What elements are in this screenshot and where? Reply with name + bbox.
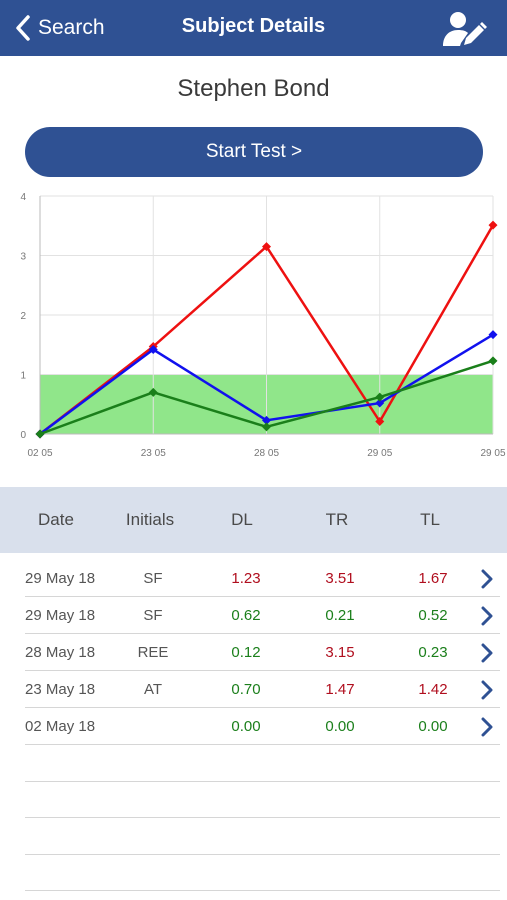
chevron-right-icon	[481, 569, 493, 589]
row-initials: AT	[143, 681, 163, 698]
x-tick-label: 02 05	[27, 448, 52, 459]
row-date: 29 May 18	[25, 570, 96, 587]
chevron-right-icon	[481, 606, 493, 626]
data-point	[488, 356, 498, 366]
row-dl: 0.00	[231, 718, 261, 735]
row-dl: 0.12	[231, 644, 261, 661]
row-dl: 1.23	[231, 570, 261, 587]
row-tl: 0.00	[418, 718, 448, 735]
chevron-right-icon	[481, 680, 493, 700]
header-dl: DL	[231, 510, 253, 529]
row-dl: 0.62	[231, 607, 261, 624]
table-row[interactable]: 02 May 18 0.00 0.00 0.00	[25, 708, 500, 745]
page-title: Subject Details	[181, 15, 326, 37]
empty-row-divider	[25, 854, 500, 855]
y-tick-label: 3	[20, 252, 26, 263]
row-initials: SF	[143, 607, 163, 624]
x-tick-label: 29 05	[480, 448, 505, 459]
data-point	[35, 429, 45, 439]
y-tick-label: 0	[20, 430, 26, 441]
row-tr: 1.47	[325, 681, 355, 698]
row-date: 02 May 18	[25, 718, 96, 735]
edit-subject-button[interactable]	[441, 10, 487, 48]
data-point	[488, 220, 498, 230]
row-initials	[113, 708, 193, 745]
row-date: 23 May 18	[25, 681, 96, 698]
empty-row-divider	[25, 817, 500, 818]
results-chart: 0 1 2 3 4 02 05 23 05 28 05 29 05 29 05	[20, 192, 506, 459]
empty-row-divider	[25, 781, 500, 782]
row-dl: 0.70	[231, 681, 261, 698]
data-point	[375, 417, 385, 427]
data-point	[375, 392, 385, 402]
row-date: 28 May 18	[25, 644, 96, 661]
subject-name: Stephen Bond	[177, 75, 330, 102]
row-date: 29 May 18	[25, 607, 96, 624]
header-tl: TL	[420, 510, 440, 529]
data-point	[262, 242, 271, 252]
results-list: 29 May 18 SF 1.23 3.51 1.67 29 May 18 SF…	[0, 560, 507, 745]
chevron-left-icon	[16, 15, 30, 41]
header-initials: Initials	[125, 510, 175, 529]
y-tick-label: 4	[20, 192, 26, 203]
row-tr: 3.51	[325, 570, 355, 587]
start-test-button[interactable]: Start Test >	[25, 127, 483, 177]
row-tr: 3.15	[325, 644, 355, 661]
navigation-bar: Search Subject Details	[0, 0, 507, 56]
user-edit-icon	[443, 12, 487, 46]
data-point	[262, 422, 271, 432]
row-initials: SF	[143, 570, 163, 587]
table-row[interactable]: 29 May 18 SF 1.23 3.51 1.67	[25, 560, 500, 597]
back-button-label: Search	[38, 16, 105, 39]
table-header: Date Initials DL TR TL	[0, 487, 507, 553]
row-initials: REE	[137, 644, 169, 661]
table-row[interactable]: 29 May 18 SF 0.62 0.21 0.52	[25, 597, 500, 634]
header-date: Date	[38, 510, 74, 529]
row-tr: 0.21	[325, 607, 355, 624]
empty-row-divider	[25, 890, 500, 891]
row-tl: 0.52	[418, 607, 448, 624]
data-point	[488, 330, 498, 340]
chevron-right-icon	[481, 643, 493, 663]
row-tl: 1.42	[418, 681, 448, 698]
chevron-right-icon	[481, 717, 493, 737]
y-tick-label: 1	[20, 371, 26, 382]
header-tr: TR	[325, 510, 349, 529]
x-tick-label: 28 05	[254, 448, 279, 459]
row-tr: 0.00	[325, 718, 355, 735]
data-point	[148, 345, 158, 355]
table-row[interactable]: 23 May 18 AT 0.70 1.47 1.42	[25, 671, 500, 708]
data-point	[148, 387, 158, 397]
x-tick-label: 23 05	[141, 448, 166, 459]
y-tick-label: 2	[20, 311, 26, 322]
data-point	[375, 398, 385, 408]
row-tl: 0.23	[418, 644, 448, 661]
back-button[interactable]: Search	[14, 12, 105, 44]
x-tick-label: 29 05	[367, 448, 392, 459]
table-row[interactable]: 28 May 18 REE 0.12 3.15 0.23	[25, 634, 500, 671]
data-point	[262, 415, 271, 425]
row-tl: 1.67	[418, 570, 448, 587]
